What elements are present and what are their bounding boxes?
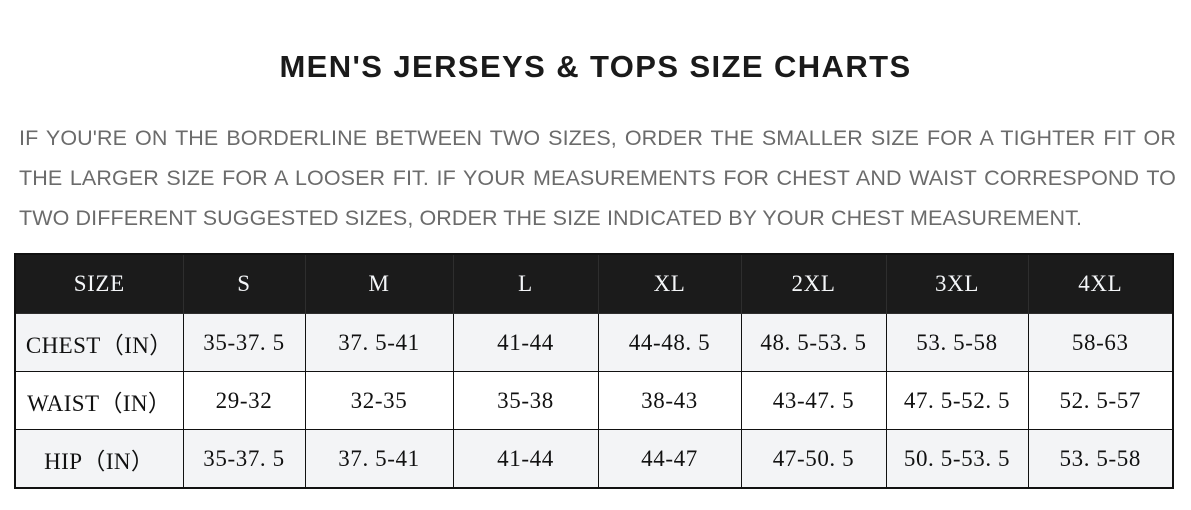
column-header-xl: XL — [597, 253, 742, 314]
row-label-chest: CHEST（IN） — [14, 313, 184, 372]
table-header-row: SIZE S M L XL 2XL 3XL 4XL — [14, 253, 1174, 314]
cell-hip-xl: 44-47 — [597, 429, 742, 489]
table-row: WAIST（IN） 29-32 32-35 35-38 38-43 43-47.… — [14, 371, 1174, 430]
cell-hip-3xl: 50. 5-53. 5 — [885, 429, 1029, 489]
row-label-hip: HIP（IN） — [14, 429, 184, 489]
table-row: CHEST（IN） 35-37. 5 37. 5-41 41-44 44-48.… — [14, 313, 1174, 372]
fit-guidance-text: IF YOU'RE ON THE BORDERLINE BETWEEN TWO … — [19, 125, 1176, 230]
cell-chest-m: 37. 5-41 — [304, 313, 454, 372]
cell-hip-m: 37. 5-41 — [304, 429, 454, 489]
cell-hip-s: 35-37. 5 — [182, 429, 306, 489]
column-header-s: S — [182, 253, 306, 314]
table-header: SIZE S M L XL 2XL 3XL 4XL — [14, 253, 1174, 314]
table-body: CHEST（IN） 35-37. 5 37. 5-41 41-44 44-48.… — [14, 313, 1174, 489]
row-label-waist: WAIST（IN） — [14, 371, 184, 430]
cell-chest-s: 35-37. 5 — [182, 313, 306, 372]
column-header-2xl: 2XL — [740, 253, 887, 314]
cell-chest-3xl: 53. 5-58 — [885, 313, 1029, 372]
cell-waist-m: 32-35 — [304, 371, 454, 430]
cell-waist-2xl: 43-47. 5 — [740, 371, 887, 430]
table-row: HIP（IN） 35-37. 5 37. 5-41 41-44 44-47 47… — [14, 429, 1174, 489]
column-header-4xl: 4XL — [1027, 253, 1174, 314]
size-chart-table: SIZE S M L XL 2XL 3XL 4XL CHEST（IN） 35-3… — [14, 253, 1174, 489]
cell-waist-4xl: 52. 5-57 — [1027, 371, 1174, 430]
cell-waist-xl: 38-43 — [597, 371, 742, 430]
column-header-m: M — [304, 253, 454, 314]
cell-waist-s: 29-32 — [182, 371, 306, 430]
cell-chest-xl: 44-48. 5 — [597, 313, 742, 372]
column-header-l: L — [452, 253, 599, 314]
page-title: MEN'S JERSEYS & TOPS SIZE CHARTS — [279, 48, 912, 84]
cell-chest-l: 41-44 — [452, 313, 599, 372]
cell-waist-l: 35-38 — [452, 371, 599, 430]
cell-waist-3xl: 47. 5-52. 5 — [885, 371, 1029, 430]
cell-chest-4xl: 58-63 — [1027, 313, 1174, 372]
cell-hip-l: 41-44 — [452, 429, 599, 489]
cell-chest-2xl: 48. 5-53. 5 — [740, 313, 887, 372]
cell-hip-2xl: 47-50. 5 — [740, 429, 887, 489]
size-table-container: SIZE S M L XL 2XL 3XL 4XL CHEST（IN） 35-3… — [14, 253, 1174, 489]
column-header-3xl: 3XL — [885, 253, 1029, 314]
cell-hip-4xl: 53. 5-58 — [1027, 429, 1174, 489]
column-header-size: SIZE — [14, 253, 184, 314]
